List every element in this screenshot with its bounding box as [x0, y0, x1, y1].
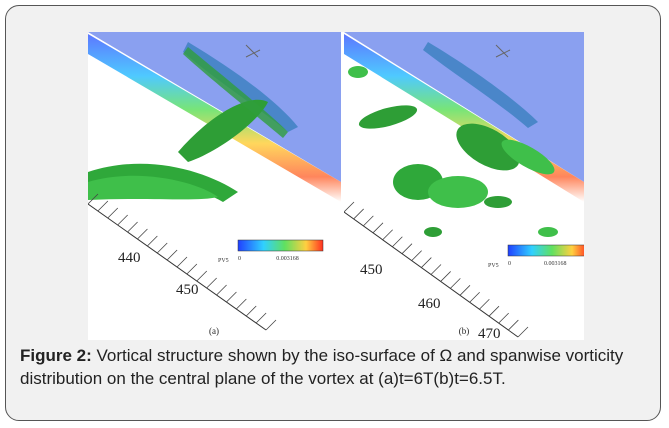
colorbar-title: PV5: [218, 258, 229, 264]
colorbar-min: 0: [508, 261, 511, 267]
caption-text: Vortical structure shown by the iso-surf…: [20, 346, 623, 388]
caption-label: Figure 2:: [20, 346, 92, 365]
colorbar-min: 0: [238, 256, 241, 262]
panel-label: (b): [459, 326, 470, 336]
axis-tick-label: 450: [176, 282, 199, 298]
figure-image: 440 450 PV5 0 0.003168 (a) 450 460 470 PV5 0 0.0031…: [88, 32, 584, 340]
colorbar-max: 0.003168: [544, 261, 567, 267]
axis-tick-label: 440: [118, 250, 141, 266]
colorbar-max: 0.003168: [276, 256, 299, 262]
axis-tick-label: 460: [418, 296, 441, 312]
figure-caption: Figure 2: Vortical structure shown by th…: [20, 344, 640, 390]
colorbar-title: PV5: [488, 263, 499, 269]
axis-tick-label: 450: [360, 262, 383, 278]
axis-tick-label: 470: [478, 326, 501, 340]
figure-card: 440 450 PV5 0 0.003168 (a) 450 460 470 PV5 0 0.0031…: [5, 5, 661, 421]
panel-label: (a): [209, 326, 219, 336]
